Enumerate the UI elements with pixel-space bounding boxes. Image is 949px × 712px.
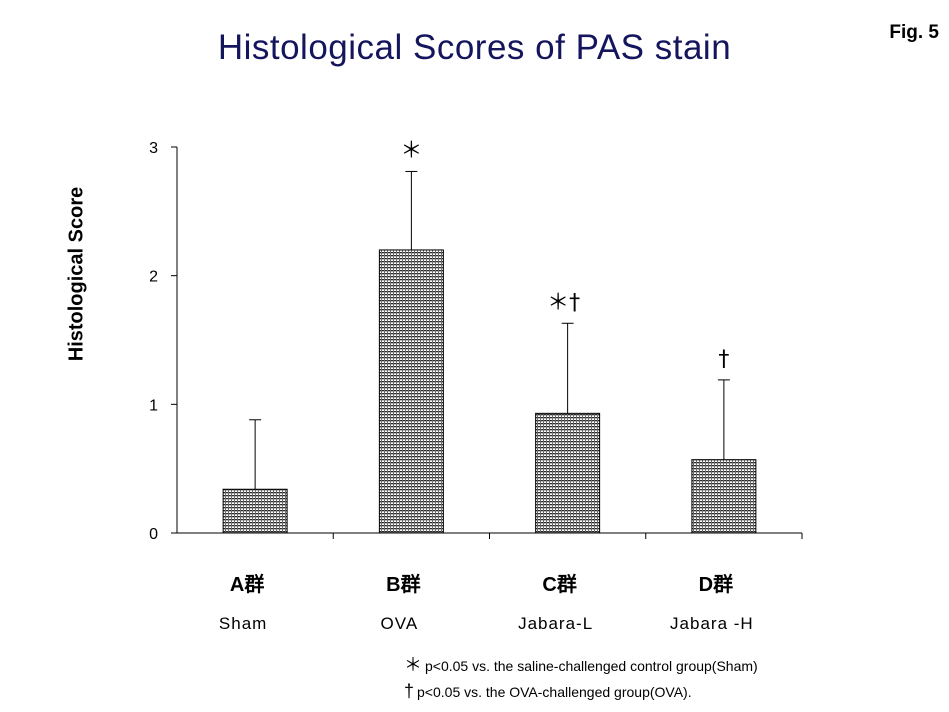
x-subcategory-label: Jabara -H bbox=[670, 614, 754, 633]
significance-mark: † bbox=[718, 347, 729, 372]
bar bbox=[378, 249, 444, 534]
dagger-mark: † bbox=[404, 681, 415, 701]
significance-mark: ＊† bbox=[547, 290, 580, 315]
significance-mark: ＊ bbox=[400, 138, 422, 163]
figure-label: Fig. 5 bbox=[889, 22, 939, 43]
x-category-label: B群 bbox=[386, 574, 421, 596]
footnote-asterisk: ＊ p<0.05 vs. the saline-challenged contro… bbox=[404, 651, 758, 677]
y-tick-label: 3 bbox=[149, 140, 158, 157]
chart-title: Histological Scores of PAS stain bbox=[217, 28, 732, 67]
x-category-label: D群 bbox=[698, 574, 734, 596]
footnote-text: p<0.05 vs. the OVA-challenged group(OVA)… bbox=[417, 684, 692, 700]
y-tick-label: 1 bbox=[149, 397, 158, 414]
asterisk-mark: ＊ bbox=[404, 655, 422, 675]
y-tick-label: 0 bbox=[149, 526, 158, 543]
x-category-label: A群 bbox=[229, 574, 265, 596]
bar bbox=[535, 412, 601, 534]
x-subcategory-label: Sham bbox=[218, 614, 268, 633]
x-subcategory-label: Jabara-L bbox=[518, 614, 594, 633]
bar bbox=[222, 488, 288, 534]
footnote-dagger: † p<0.05 vs. the OVA-challenged group(OVA… bbox=[404, 681, 692, 702]
footnote-text: p<0.05 vs. the saline-challenged control… bbox=[425, 658, 758, 674]
x-subcategory-label: OVA bbox=[380, 614, 419, 633]
x-category-label: C群 bbox=[542, 574, 577, 596]
bar bbox=[691, 459, 757, 534]
y-tick-label: 2 bbox=[149, 269, 158, 286]
